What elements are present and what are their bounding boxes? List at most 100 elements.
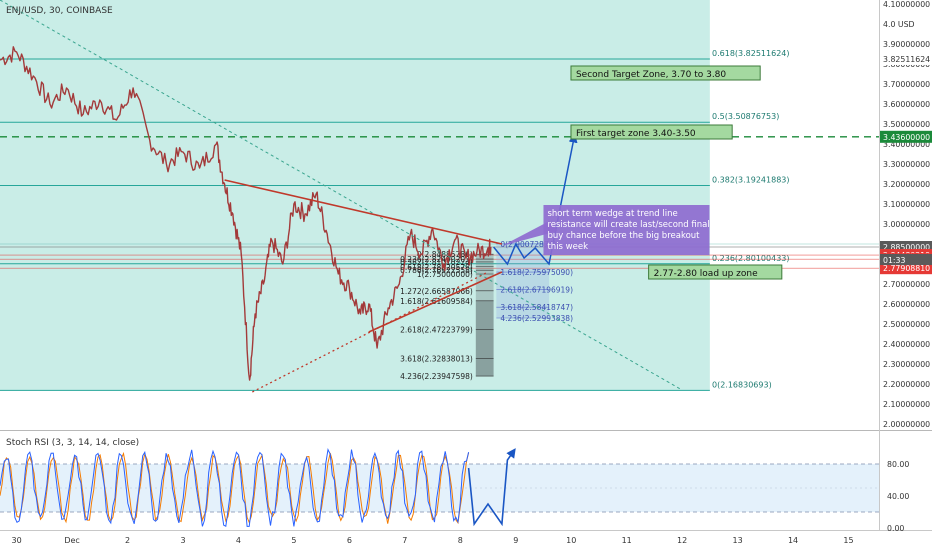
fib-ext-label: 0.786(2.76922558) xyxy=(400,266,473,275)
price-axis-tick-label: 2.00000000 xyxy=(883,420,930,429)
callout-box[interactable] xyxy=(543,205,710,255)
fib-ext-box-lower xyxy=(475,300,494,377)
symbol-title[interactable]: ENJ/USD, 30, COINBASE xyxy=(6,6,113,16)
callout-text-line: buy chance before the big breakout xyxy=(547,231,700,241)
price-tags: 4.0 USD3.825116243.436000002.885000002.8… xyxy=(880,18,932,275)
annotation-box[interactable] xyxy=(648,264,783,280)
fib-ext-box xyxy=(475,254,494,377)
fib-label: 0.382(3.19241883) xyxy=(712,176,790,185)
price-axis-tick-label: 2.40000000 xyxy=(883,340,930,349)
price-layer xyxy=(0,46,492,381)
callout-text-line: this week xyxy=(547,242,588,252)
stoch-axis-tick-label: 40.00 xyxy=(887,492,909,501)
fib-ext-right-label: 3.618(2.58418747) xyxy=(500,303,573,312)
price-axis-tick-label: 3.70000000 xyxy=(883,80,930,89)
fib-ext-right-label: 0(2.90072874) xyxy=(500,240,556,249)
annotations-layer: Second Target Zone, 3.70 to 3.80 First ta… xyxy=(501,65,783,280)
time-axis[interactable]: 30 Dec 2 3 4 5 6 7 8 9 10 11 12 13 14 15 xyxy=(12,536,854,545)
time-axis-tick-label: 3 xyxy=(180,536,185,545)
price-tag: 3.43600000 xyxy=(883,133,930,142)
fib-ext-label: 3.618(2.32838013) xyxy=(400,354,473,363)
callout-text-line: resistance will create last/second final xyxy=(547,220,709,230)
time-axis-tick-label: 4 xyxy=(236,536,241,545)
price-tag: 2.77908810 xyxy=(883,264,930,273)
time-axis-tick-label: 8 xyxy=(458,536,463,545)
time-axis-tick-label: 6 xyxy=(347,536,352,545)
price-axis-tick-label: 3.00000000 xyxy=(883,220,930,229)
fib-ext-label: 0.236(2.82490203) xyxy=(400,255,473,264)
price-axis-tick-label: 3.90000000 xyxy=(883,40,930,49)
fib-ext-right-label: 4.236(2.52993838) xyxy=(500,314,573,323)
fib-ext-right-label: 1.618(2.75975090) xyxy=(500,268,573,277)
callout-text-line: short term wedge at trend line xyxy=(547,209,677,219)
price-axis-tick-label: 2.70000000 xyxy=(883,280,930,289)
fib-zone-layer xyxy=(0,0,710,391)
fib-levels-layer: 0.618(3.82511624) 0.5(3.50876753) 0.382(3.… xyxy=(0,49,790,391)
downtrend-dotted-line xyxy=(0,0,683,391)
price-axis-tick-label: 2.10000000 xyxy=(883,400,930,409)
annotation-box[interactable] xyxy=(570,124,733,140)
price-axis-tick-label: 3.40000000 xyxy=(883,140,930,149)
price-tag: 3.82511624 xyxy=(883,55,930,64)
price-axis-tick-label: 4.10000000 xyxy=(883,0,930,9)
annotation-text: First target zone 3.40-3.50 xyxy=(576,129,696,139)
price-tag: 2.88500000 xyxy=(883,243,930,252)
wedge-lower-line xyxy=(368,271,503,333)
price-line xyxy=(0,46,492,381)
time-axis-tick-label: 15 xyxy=(843,536,853,545)
fib-label: 0.236(2.80100433) xyxy=(712,254,790,263)
projection-arrow xyxy=(493,133,578,266)
fib-ext-label: 4.236(2.23947598) xyxy=(400,372,473,381)
time-axis-tick-label: Dec xyxy=(64,536,79,545)
annotation-box[interactable] xyxy=(570,65,761,81)
stoch-axis-tick-label: 80.00 xyxy=(887,460,909,469)
price-tag-bg xyxy=(880,262,932,275)
support-dotted-line xyxy=(252,271,489,393)
price-axis-tick-label: 3.60000000 xyxy=(883,100,930,109)
stoch-k-line xyxy=(0,447,470,527)
time-axis-tick-label: 7 xyxy=(402,536,407,545)
price-tag: 4.0 USD xyxy=(883,20,915,29)
fib-ext-right-label: 2.618(2.67196919) xyxy=(500,286,573,295)
countdown-bg xyxy=(880,254,932,265)
stoch-projection-arrow xyxy=(467,448,516,527)
time-axis-tick-label: 12 xyxy=(677,536,687,545)
trend-lines-layer xyxy=(0,0,683,393)
fib-label: 0.5(3.50876753) xyxy=(712,112,779,121)
price-axis-tick-label: 2.60000000 xyxy=(883,300,930,309)
time-axis-tick-label: 5 xyxy=(291,536,296,545)
fib-ext-label: 1.272(2.66587066) xyxy=(400,287,473,296)
fib-ext-label: 0.618(2.78620578) xyxy=(400,263,473,272)
price-axis-tick-label: 3.50000000 xyxy=(883,120,930,129)
annotation-text: Second Target Zone, 3.70 to 3.80 xyxy=(576,70,726,80)
countdown-label: 01:33 xyxy=(883,256,906,265)
price-tag-bg xyxy=(880,130,932,143)
stoch-rsi-plot xyxy=(0,447,879,527)
time-axis-tick-label: 14 xyxy=(788,536,798,545)
fib-zone xyxy=(0,0,710,391)
fib-label: 0(2.16830693) xyxy=(712,380,772,389)
price-axis-tick-label: 2.50000000 xyxy=(883,320,930,329)
annotation-text: 2.77-2.80 load up zone xyxy=(654,269,758,279)
time-axis-tick-label: 30 xyxy=(12,536,22,545)
fib-label: 0.618(3.82511624) xyxy=(712,49,790,58)
price-axis-tick-label: 3.30000000 xyxy=(883,160,930,169)
fib-ext-label: 2.618(2.47223799) xyxy=(400,326,473,335)
price-tag-bg xyxy=(880,18,932,30)
price-axis-tick-label: 2.30000000 xyxy=(883,360,930,369)
price-axis-tick-label: 3.10000000 xyxy=(883,200,930,209)
time-axis-tick-label: 2 xyxy=(125,536,130,545)
wedge-upper-line xyxy=(224,179,503,245)
fib-ext-label: 1(2.75000000) xyxy=(417,270,473,279)
time-axis-tick-label: 11 xyxy=(622,536,632,545)
stoch-axis[interactable]: 80.00 40.00 0.00 xyxy=(887,460,909,533)
time-axis-tick-label: 13 xyxy=(732,536,742,545)
time-axis-tick-label: 10 xyxy=(566,536,576,545)
stoch-rsi-title[interactable]: Stoch RSI (3, 3, 14, 14, close) xyxy=(6,438,139,448)
time-axis-tick-label: 9 xyxy=(513,536,518,545)
price-axis-tick-label: 3.20000000 xyxy=(883,180,930,189)
callout-pointer xyxy=(501,221,558,246)
price-axis-tick-label: 2.20000000 xyxy=(883,380,930,389)
fib-ext-label: 0.382(2.81010224) xyxy=(400,258,473,267)
